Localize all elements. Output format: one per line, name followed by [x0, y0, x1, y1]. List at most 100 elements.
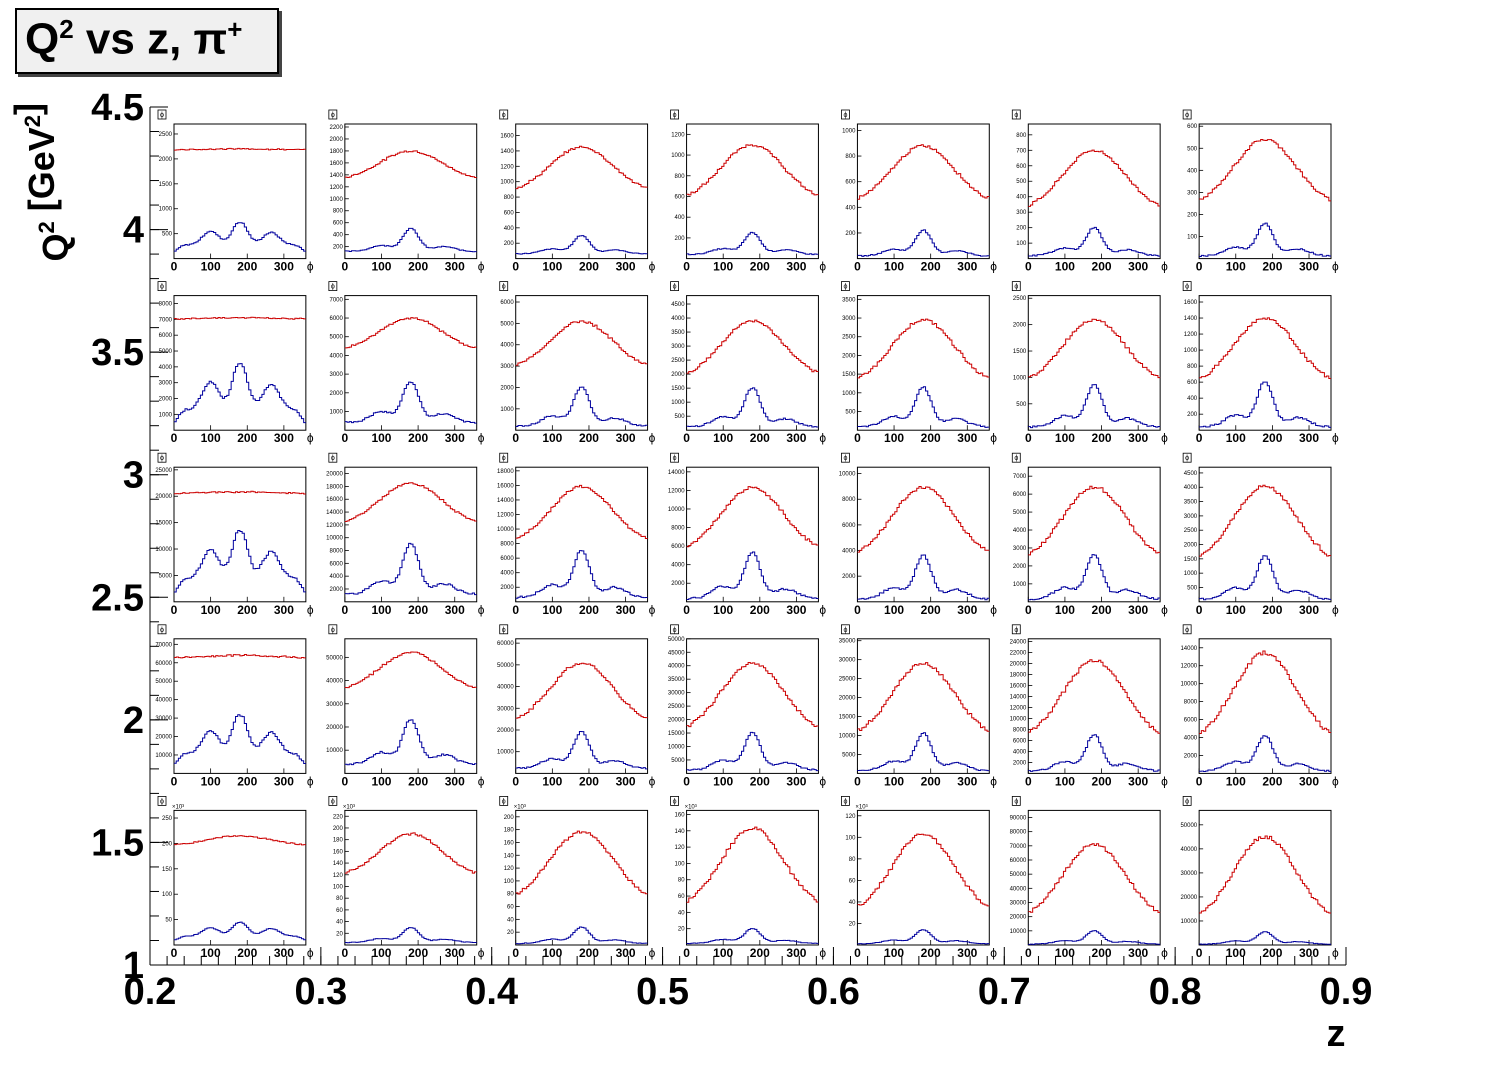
panel-tag-box — [328, 796, 338, 806]
panel-x-tick-label: 0 — [1025, 431, 1032, 445]
panel: ϕ 1000 2000 3000 4000 5000 6000 0 100 200 300 ϕ — [499, 281, 656, 445]
panel-x-tick-label: 300 — [445, 260, 465, 274]
panel: ϕ ×10³ 20 40 60 80 100 120 140 160 180 200 220 0 100 20… — [328, 796, 485, 960]
panel-x-tick-label: 300 — [274, 603, 294, 617]
panel-x-label: ϕ — [1332, 774, 1339, 788]
series-lower — [515, 731, 648, 770]
panel-x-tick-label: 0 — [342, 260, 349, 274]
panel-y-tick-label: 180 — [504, 828, 515, 834]
panel-frame — [686, 466, 819, 603]
series-lower — [515, 386, 648, 427]
panel-y-tick-label: 4000 — [329, 574, 343, 580]
panel-y-tick-label: 2000 — [329, 587, 343, 593]
panel-y-tick-label: 10000 — [1010, 716, 1027, 722]
panel-y-tick-label: 6000 — [1013, 738, 1027, 744]
panel-y-tick-label: 40000 — [1010, 886, 1027, 892]
panel-x-label: ϕ — [990, 260, 997, 274]
series-lower — [344, 227, 477, 253]
panel-x-label: ϕ — [649, 260, 656, 274]
panel-x-tick-label: 200 — [1262, 431, 1282, 445]
panel-y-tick-label: 50 — [165, 918, 172, 924]
panel-tag: ϕ — [331, 455, 335, 462]
panel-y-tick-label: 25000 — [155, 468, 172, 474]
y-axis-label-part: Q — [35, 234, 76, 262]
panel-y-tick-label: 15000 — [839, 715, 856, 721]
panel-y-tick-label: 15000 — [155, 521, 172, 527]
panel-y-tick-label: 10000 — [326, 748, 343, 754]
panel-tag-box — [670, 624, 679, 635]
panel-x-tick-label: 200 — [579, 603, 599, 617]
panel-y-tick-label: 3000 — [1184, 514, 1198, 520]
series-upper — [1028, 318, 1161, 379]
panel-tag-box — [1011, 624, 1021, 635]
outer-x-tick-label: 0.9 — [1320, 971, 1373, 1013]
panel-y-tick-label: 10000 — [497, 527, 514, 533]
series-upper — [344, 651, 477, 689]
panel-y-tick-label: 3000 — [159, 381, 173, 387]
panel-x-tick-label: 200 — [750, 946, 770, 960]
panel-y-tick-label: 600 — [504, 210, 515, 216]
panel-y-tick-label: 4000 — [1184, 485, 1198, 491]
panel-y-tick-label: 1500 — [1013, 349, 1027, 355]
panel-x-tick-label: 100 — [201, 603, 221, 617]
panel-x-tick-label: 0 — [854, 431, 861, 445]
panel-x-tick-label: 0 — [683, 603, 690, 617]
panel: ϕ 10000 20000 30000 40000 50000 60000 70000 0 100… — [155, 624, 314, 788]
panel-y-tick-label: 2000 — [1184, 753, 1198, 759]
panel-y-tick-label: 200 — [1187, 212, 1198, 218]
panel-y-tick-label: 200 — [333, 826, 344, 832]
panel-y-tick-label: 100 — [1016, 241, 1027, 247]
panel-frame — [686, 638, 819, 774]
panel-x-tick-label: 0 — [683, 260, 690, 274]
panel-y-tick-label: 30000 — [1180, 871, 1197, 877]
panel-tag-box — [670, 452, 679, 463]
panel-y-tick-label: 600 — [845, 180, 856, 186]
series-lower — [686, 231, 819, 256]
panel-y-tick-label: 40 — [507, 917, 514, 923]
panel-y-tick-label: 600 — [1016, 164, 1027, 170]
panel-y-tick-label: 10000 — [155, 547, 172, 553]
panel-x-label: ϕ — [478, 431, 485, 445]
panel-y-tick-label: 60 — [336, 908, 343, 914]
panel-x-tick-label: 300 — [957, 774, 977, 788]
panel-y-tick-label: 400 — [845, 205, 856, 211]
panel-y-tick-label: 1000 — [1184, 571, 1198, 577]
panel-x-label: ϕ — [1332, 603, 1339, 617]
panel-y-tick-label: 50000 — [1010, 872, 1027, 878]
series-lower — [1028, 930, 1161, 945]
panel-y-tick-label: 60 — [678, 894, 685, 900]
panel-y-tick-label: 1000 — [500, 407, 514, 413]
panel-x-tick-label: 200 — [237, 774, 257, 788]
series-upper — [1199, 484, 1331, 557]
series-upper — [515, 320, 648, 366]
series-lower — [1199, 381, 1331, 428]
panel-y-tick-label: 4000 — [500, 343, 514, 349]
panel-y-tick-label: 1200 — [671, 132, 685, 138]
series-upper — [1199, 317, 1331, 380]
panel-frame — [515, 123, 649, 260]
y-axis-label-part: [GeV — [21, 127, 62, 221]
panel-frame — [686, 295, 819, 431]
panel-x-tick-label: 200 — [237, 946, 257, 960]
panel: ϕ 1000 2000 3000 4000 5000 6000 7000 0 100 200 300 ϕ — [328, 281, 485, 445]
panel-y-tick-label: 500 — [1016, 179, 1027, 185]
panel-x-tick-label: 200 — [1092, 946, 1112, 960]
panel-tag-box — [328, 624, 338, 635]
panel-y-tick-label: 500 — [845, 410, 856, 416]
panel-x-label: ϕ — [307, 603, 314, 617]
panel-tag: ϕ — [502, 798, 506, 805]
panel-x-tick-label: 200 — [750, 774, 770, 788]
panel-y-tick-label: 22000 — [1010, 651, 1027, 657]
panel-y-tick-label: 8000 — [500, 542, 514, 548]
panel-y-tick-label: 1600 — [329, 161, 343, 167]
panel-x-tick-label: 200 — [579, 260, 599, 274]
panel-x-tick-label: 100 — [884, 431, 904, 445]
panel-frame — [515, 638, 649, 774]
outer-y-tick-label: 1.5 — [91, 822, 144, 864]
panel-tag-box — [499, 281, 509, 292]
panel-y-tick-label: 5000 — [671, 758, 685, 764]
panel-y-tick-label: 10000 — [497, 750, 514, 756]
panel-y-tick-label: 8000 — [329, 549, 343, 555]
panel-y-tick-label: 40000 — [326, 679, 343, 685]
panel-x-tick-label: 300 — [274, 260, 294, 274]
